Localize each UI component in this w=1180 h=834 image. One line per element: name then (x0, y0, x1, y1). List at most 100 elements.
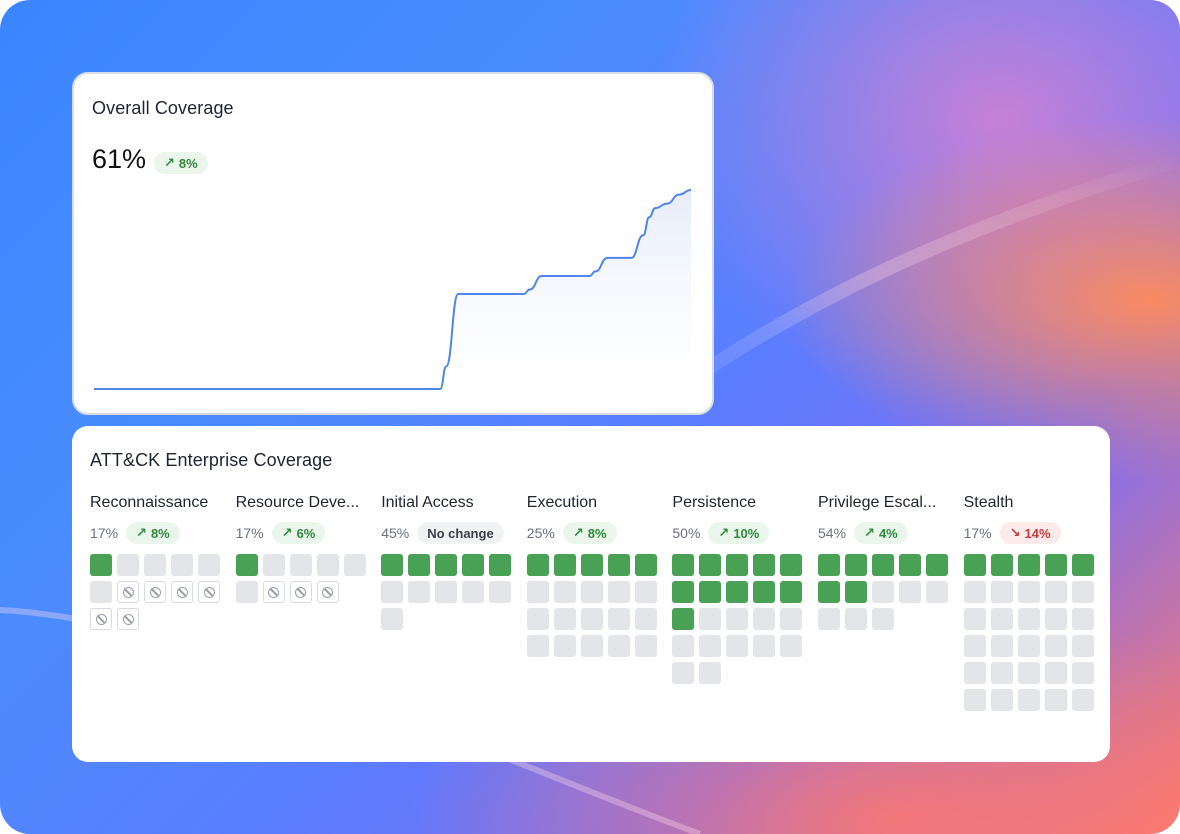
technique-cell-uncovered[interactable] (1071, 581, 1094, 603)
technique-cell-covered[interactable] (753, 554, 776, 576)
technique-cell-covered[interactable] (990, 554, 1013, 576)
technique-cell-uncovered[interactable] (926, 581, 948, 603)
technique-cell-uncovered[interactable] (1044, 581, 1067, 603)
technique-cell-uncovered[interactable] (1071, 689, 1094, 711)
technique-cell-uncovered[interactable] (343, 554, 366, 576)
technique-cell-uncovered[interactable] (634, 608, 657, 630)
technique-cell-covered[interactable] (526, 554, 549, 576)
technique-cell-covered[interactable] (462, 554, 485, 576)
technique-cell-covered[interactable] (489, 554, 512, 576)
technique-cell-uncovered[interactable] (963, 662, 986, 684)
tactic-column[interactable]: Privilege Escal... 54% ↗ 4% (818, 494, 950, 630)
technique-cell-not-applicable[interactable] (262, 581, 285, 603)
technique-cell-uncovered[interactable] (607, 581, 630, 603)
technique-cell-uncovered[interactable] (408, 581, 431, 603)
technique-cell-uncovered[interactable] (526, 635, 549, 657)
technique-cell-not-applicable[interactable] (117, 608, 139, 630)
technique-cell-covered[interactable] (672, 554, 695, 576)
technique-cell-covered[interactable] (845, 581, 867, 603)
technique-cell-uncovered[interactable] (607, 635, 630, 657)
technique-cell-uncovered[interactable] (435, 581, 458, 603)
technique-cell-uncovered[interactable] (634, 635, 657, 657)
tactic-column[interactable]: Execution 25% ↗ 8% (526, 494, 659, 657)
technique-cell-uncovered[interactable] (753, 608, 776, 630)
tactic-column[interactable]: Resource Deve... 17% ↗ 6% (235, 494, 368, 603)
technique-cell-uncovered[interactable] (872, 608, 894, 630)
technique-cell-covered[interactable] (672, 581, 695, 603)
technique-cell-covered[interactable] (381, 554, 404, 576)
technique-cell-covered[interactable] (90, 554, 112, 576)
technique-cell-uncovered[interactable] (235, 581, 258, 603)
technique-cell-uncovered[interactable] (262, 554, 285, 576)
technique-cell-covered[interactable] (607, 554, 630, 576)
technique-cell-uncovered[interactable] (171, 554, 193, 576)
technique-cell-uncovered[interactable] (990, 689, 1013, 711)
technique-cell-uncovered[interactable] (198, 554, 220, 576)
technique-cell-covered[interactable] (235, 554, 258, 576)
technique-cell-covered[interactable] (1071, 554, 1094, 576)
technique-cell-uncovered[interactable] (553, 635, 576, 657)
technique-cell-uncovered[interactable] (117, 554, 139, 576)
technique-cell-covered[interactable] (872, 554, 894, 576)
technique-cell-uncovered[interactable] (580, 608, 603, 630)
technique-cell-uncovered[interactable] (1017, 635, 1040, 657)
technique-cell-uncovered[interactable] (580, 581, 603, 603)
technique-cell-uncovered[interactable] (462, 581, 485, 603)
technique-cell-covered[interactable] (408, 554, 431, 576)
technique-cell-covered[interactable] (899, 554, 921, 576)
technique-cell-uncovered[interactable] (90, 581, 112, 603)
technique-cell-covered[interactable] (726, 581, 749, 603)
technique-cell-uncovered[interactable] (526, 608, 549, 630)
technique-cell-covered[interactable] (1017, 554, 1040, 576)
technique-cell-uncovered[interactable] (990, 581, 1013, 603)
technique-cell-uncovered[interactable] (963, 635, 986, 657)
technique-cell-uncovered[interactable] (699, 608, 722, 630)
technique-cell-uncovered[interactable] (1017, 689, 1040, 711)
technique-cell-uncovered[interactable] (553, 581, 576, 603)
technique-cell-uncovered[interactable] (1044, 689, 1067, 711)
technique-cell-uncovered[interactable] (963, 581, 986, 603)
technique-cell-uncovered[interactable] (607, 608, 630, 630)
technique-cell-uncovered[interactable] (699, 662, 722, 684)
technique-cell-uncovered[interactable] (1044, 608, 1067, 630)
technique-cell-uncovered[interactable] (963, 689, 986, 711)
technique-cell-uncovered[interactable] (726, 635, 749, 657)
technique-cell-covered[interactable] (672, 608, 695, 630)
technique-cell-uncovered[interactable] (780, 635, 803, 657)
technique-cell-uncovered[interactable] (990, 608, 1013, 630)
technique-cell-uncovered[interactable] (845, 608, 867, 630)
technique-cell-uncovered[interactable] (580, 635, 603, 657)
technique-cell-not-applicable[interactable] (289, 581, 312, 603)
technique-cell-covered[interactable] (780, 581, 803, 603)
technique-cell-uncovered[interactable] (672, 635, 695, 657)
technique-cell-uncovered[interactable] (672, 662, 695, 684)
technique-cell-covered[interactable] (726, 554, 749, 576)
tactic-column[interactable]: Reconnaissance 17% ↗ 8% (90, 494, 222, 630)
technique-cell-covered[interactable] (699, 581, 722, 603)
technique-cell-covered[interactable] (753, 581, 776, 603)
technique-cell-uncovered[interactable] (753, 635, 776, 657)
technique-cell-covered[interactable] (926, 554, 948, 576)
technique-cell-uncovered[interactable] (289, 554, 312, 576)
technique-cell-not-applicable[interactable] (316, 581, 339, 603)
technique-cell-covered[interactable] (818, 554, 840, 576)
technique-cell-covered[interactable] (780, 554, 803, 576)
technique-cell-uncovered[interactable] (1017, 581, 1040, 603)
technique-cell-covered[interactable] (699, 554, 722, 576)
technique-cell-uncovered[interactable] (872, 581, 894, 603)
technique-cell-not-applicable[interactable] (90, 608, 112, 630)
technique-cell-uncovered[interactable] (1017, 662, 1040, 684)
technique-cell-covered[interactable] (1044, 554, 1067, 576)
technique-cell-not-applicable[interactable] (144, 581, 166, 603)
technique-cell-uncovered[interactable] (144, 554, 166, 576)
technique-cell-uncovered[interactable] (1044, 662, 1067, 684)
technique-cell-uncovered[interactable] (1071, 635, 1094, 657)
technique-cell-uncovered[interactable] (990, 662, 1013, 684)
technique-cell-covered[interactable] (553, 554, 576, 576)
technique-cell-covered[interactable] (580, 554, 603, 576)
tactic-column[interactable]: Initial Access 45% No change (381, 494, 513, 630)
technique-cell-uncovered[interactable] (381, 581, 404, 603)
technique-cell-uncovered[interactable] (963, 608, 986, 630)
technique-cell-not-applicable[interactable] (171, 581, 193, 603)
technique-cell-uncovered[interactable] (489, 581, 512, 603)
